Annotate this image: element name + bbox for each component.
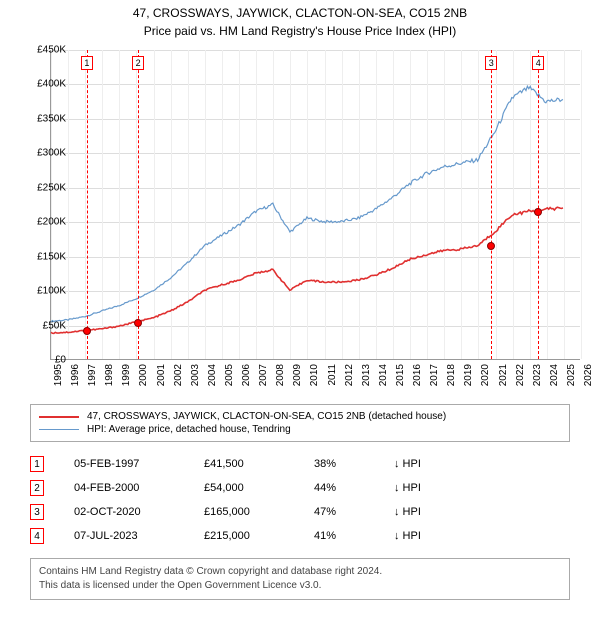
transaction-pct: 41% (314, 530, 394, 542)
x-axis-label: 2018 (446, 364, 457, 386)
x-axis-label: 2005 (224, 364, 235, 386)
x-axis-label: 2009 (292, 364, 303, 386)
marker-dot (487, 242, 495, 250)
footer-line-2: This data is licensed under the Open Gov… (39, 579, 561, 593)
gridline-v (581, 50, 582, 359)
transaction-index: 1 (30, 456, 44, 472)
x-axis-label: 1996 (70, 364, 81, 386)
transaction-date: 05-FEB-1997 (74, 458, 204, 470)
legend-item: 47, CROSSWAYS, JAYWICK, CLACTON-ON-SEA, … (39, 411, 561, 422)
marker-vline (491, 50, 492, 359)
footer-line-1: Contains HM Land Registry data © Crown c… (39, 565, 561, 579)
x-axis-label: 2020 (480, 364, 491, 386)
transaction-index: 3 (30, 504, 44, 520)
x-axis-label: 1997 (87, 364, 98, 386)
marker-label: 4 (532, 56, 544, 70)
series-svg (51, 50, 580, 359)
legend-item: HPI: Average price, detached house, Tend… (39, 424, 561, 435)
x-axis-label: 2000 (138, 364, 149, 386)
marker-dot (83, 327, 91, 335)
x-axis-label: 2019 (463, 364, 474, 386)
legend-box: 47, CROSSWAYS, JAYWICK, CLACTON-ON-SEA, … (30, 404, 570, 442)
footer-box: Contains HM Land Registry data © Crown c… (30, 558, 570, 600)
x-axis-label: 2025 (566, 364, 577, 386)
legend-swatch (39, 429, 79, 430)
legend-label: 47, CROSSWAYS, JAYWICK, CLACTON-ON-SEA, … (87, 411, 446, 422)
marker-label: 1 (81, 56, 93, 70)
x-axis-label: 1999 (121, 364, 132, 386)
transaction-rel: ↓ HPI (394, 458, 421, 470)
x-axis-label: 2016 (412, 364, 423, 386)
marker-dot (134, 319, 142, 327)
x-axis-label: 1995 (53, 364, 64, 386)
x-axis-label: 2012 (344, 364, 355, 386)
x-axis-label: 2006 (241, 364, 252, 386)
x-axis-label: 2002 (173, 364, 184, 386)
transaction-date: 07-JUL-2023 (74, 530, 204, 542)
marker-vline (87, 50, 88, 359)
chart-title-1: 47, CROSSWAYS, JAYWICK, CLACTON-ON-SEA, … (0, 6, 600, 20)
legend-label: HPI: Average price, detached house, Tend… (87, 424, 291, 435)
transaction-price: £165,000 (204, 506, 314, 518)
transaction-rel: ↓ HPI (394, 482, 421, 494)
transaction-pct: 44% (314, 482, 394, 494)
x-axis-label: 2007 (258, 364, 269, 386)
transaction-price: £54,000 (204, 482, 314, 494)
x-axis-label: 2024 (549, 364, 560, 386)
transaction-pct: 47% (314, 506, 394, 518)
x-axis-label: 2014 (378, 364, 389, 386)
x-axis-label: 2011 (327, 364, 338, 386)
x-axis-label: 2023 (532, 364, 543, 386)
x-axis-label: 2010 (309, 364, 320, 386)
x-axis-label: 2004 (207, 364, 218, 386)
transactions-table: 105-FEB-1997£41,50038%↓ HPI204-FEB-2000£… (30, 450, 421, 550)
chart-title-2: Price paid vs. HM Land Registry's House … (0, 24, 600, 38)
chart-container: 47, CROSSWAYS, JAYWICK, CLACTON-ON-SEA, … (0, 6, 600, 626)
marker-vline (138, 50, 139, 359)
transaction-rel: ↓ HPI (394, 530, 421, 542)
x-axis-label: 2026 (583, 364, 594, 386)
transaction-date: 04-FEB-2000 (74, 482, 204, 494)
transaction-index: 4 (30, 528, 44, 544)
marker-vline (538, 50, 539, 359)
x-axis-label: 2001 (156, 364, 167, 386)
plot-area: 1 2 3 4 (50, 50, 580, 360)
x-axis-label: 1998 (104, 364, 115, 386)
transaction-pct: 38% (314, 458, 394, 470)
x-axis-label: 2022 (515, 364, 526, 386)
x-axis-label: 2021 (498, 364, 509, 386)
x-axis-label: 2013 (361, 364, 372, 386)
marker-dot (534, 208, 542, 216)
transaction-rel: ↓ HPI (394, 506, 421, 518)
marker-label: 3 (485, 56, 497, 70)
series-line-price_paid (51, 207, 563, 333)
x-axis-label: 2017 (429, 364, 440, 386)
x-axis-label: 2015 (395, 364, 406, 386)
transaction-price: £41,500 (204, 458, 314, 470)
x-axis-label: 2003 (190, 364, 201, 386)
legend-swatch (39, 416, 79, 418)
transaction-row: 3 02-OCT-2020£165,00047%↓ HPI (30, 502, 421, 522)
transaction-row: 4 07-JUL-2023£215,00041%↓ HPI (30, 526, 421, 546)
transaction-row: 2 04-FEB-2000£54,00044%↓ HPI (30, 478, 421, 498)
transaction-price: £215,000 (204, 530, 314, 542)
x-axis-label: 2008 (275, 364, 286, 386)
marker-label: 2 (132, 56, 144, 70)
transaction-index: 2 (30, 480, 44, 496)
series-line-hpi (51, 86, 563, 322)
transaction-row: 1 05-FEB-1997£41,50038%↓ HPI (30, 454, 421, 474)
transaction-date: 02-OCT-2020 (74, 506, 204, 518)
